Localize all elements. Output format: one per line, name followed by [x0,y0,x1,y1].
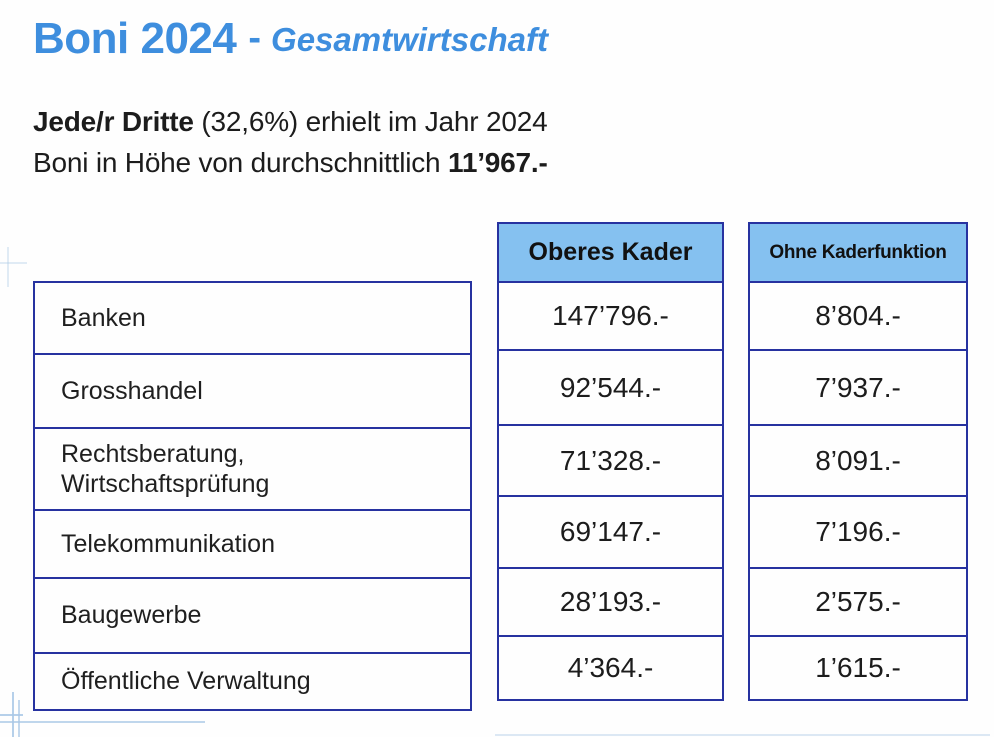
value-cell: 28’193.- [499,567,722,635]
table-row-label: Rechtsberatung, Wirtschaftsprüfung [35,427,470,509]
value-cell: 69’147.- [499,495,722,567]
table-row-label: Banken [61,303,146,332]
value-cell: 147’796.- [499,281,722,349]
value-cell: 7’196.- [750,495,966,567]
guide-line-horizontal [495,734,990,736]
intro-line1-bold: Jede/r Dritte [33,106,194,137]
column-header-ohne-kaderfunktion: Ohne Kaderfunktion [750,224,966,281]
intro-line-2: Boni in Höhe von durchschnittlich 11’967… [33,142,548,183]
table-row-label: Telekommunikation [35,509,470,577]
title-main: Boni 2024 [33,14,237,63]
industry-label-table: Banken Grosshandel Rechtsberatung, Wirts… [33,281,472,711]
intro-line-1: Jede/r Dritte (32,6%) erhielt im Jahr 20… [33,101,548,142]
table-row-label: Baugewerbe [35,577,470,652]
value-cell: 4’364.- [499,635,722,699]
page-title: Boni 2024- Gesamtwirtschaft [33,14,548,64]
column-header-oberes-kader: Oberes Kader [499,224,722,281]
title-separator: - [248,17,262,59]
guide-line-horizontal [0,721,205,723]
intro-line1-rest: (32,6%) erhielt im Jahr 2024 [193,106,548,137]
guide-line-horizontal [0,714,23,716]
guide-line-horizontal [0,262,27,264]
intro-text: Jede/r Dritte (32,6%) erhielt im Jahr 20… [33,101,548,183]
ohne-kaderfunktion-table: Ohne Kaderfunktion 8’804.- 7’937.- 8’091… [748,222,968,701]
value-cell: 92’544.- [499,349,722,424]
intro-line2-bold: 11’967.- [448,147,548,178]
value-cell: 8’804.- [750,281,966,349]
guide-line-vertical [7,247,9,287]
value-cell: 71’328.- [499,424,722,495]
value-cell: 1’615.- [750,635,966,699]
guide-line-vertical [18,700,20,737]
intro-line2-prefix: Boni in Höhe von durchschnittlich [33,147,448,178]
value-cell: 7’937.- [750,349,966,424]
value-cell: 8’091.- [750,424,966,495]
table-row-label: Öffentliche Verwaltung [35,652,470,709]
title-subtitle: Gesamtwirtschaft [271,21,548,58]
value-cell: 2’575.- [750,567,966,635]
oberes-kader-table: Oberes Kader 147’796.- 92’544.- 71’328.-… [497,222,724,701]
table-row-label: Grosshandel [35,353,470,427]
